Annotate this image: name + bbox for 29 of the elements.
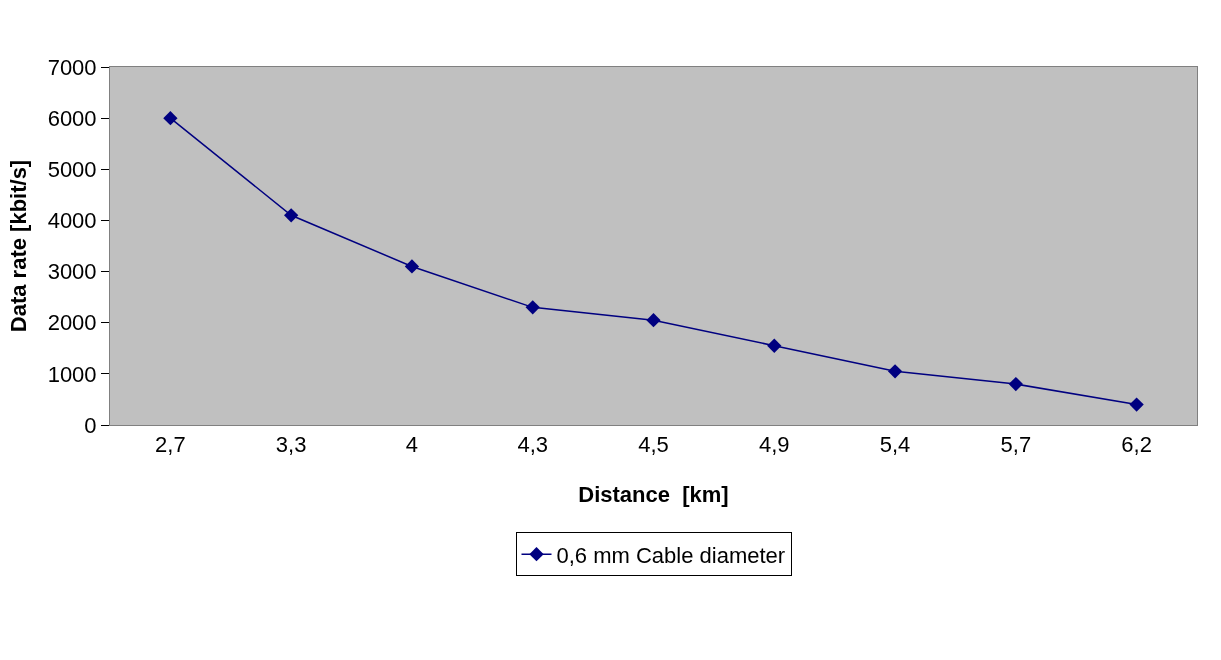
- x-tick-label: 5,4: [879, 432, 911, 458]
- y-tick-label: 7000: [47, 54, 97, 80]
- x-tick-label: 4: [405, 432, 419, 458]
- point: [887, 364, 903, 379]
- point: [284, 208, 299, 223]
- y-tick-label: 6000: [47, 105, 97, 131]
- point: [404, 259, 420, 274]
- point: [1008, 376, 1023, 392]
- x-tick-label: 2,7: [155, 432, 186, 458]
- x-tick-label: 4,9: [758, 432, 790, 458]
- y-tick-label: 1000: [47, 361, 97, 387]
- point: [1129, 397, 1144, 412]
- y-tick-label: 0: [84, 412, 97, 438]
- point: [163, 110, 178, 126]
- x-tick-label: 3,3: [275, 432, 307, 458]
- legend-label: 0,6 mm Cable diameter: [556, 542, 786, 568]
- point: [767, 338, 782, 353]
- y-tick-label: 3000: [47, 259, 97, 285]
- x-tick-label: 4,3: [517, 432, 549, 458]
- y-tick-label: 2000: [47, 310, 97, 336]
- point: [646, 313, 661, 328]
- point: [525, 300, 540, 315]
- x-tick-label: 6,2: [1121, 432, 1152, 458]
- x-tick-label: 4,5: [638, 432, 669, 458]
- x-tick-label: 5,7: [1000, 432, 1032, 458]
- y-axis-title: Data rate [kbit/s]: [6, 159, 32, 333]
- y-tick-label: 5000: [47, 156, 97, 182]
- x-axis-title: Distance [km]: [578, 482, 729, 508]
- y-tick-label: 4000: [47, 208, 97, 234]
